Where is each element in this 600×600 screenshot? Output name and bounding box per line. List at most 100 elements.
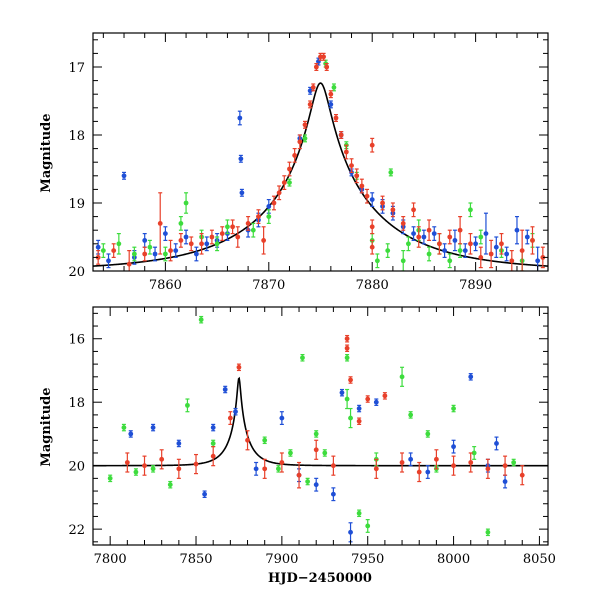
bottom-blue-point: [210, 423, 216, 432]
bottom-model-curve: [93, 376, 548, 467]
bottom-blue-point: [128, 430, 134, 438]
top-x-tick-label: 7870: [252, 278, 285, 293]
bottom-green-point: [150, 465, 156, 473]
bottom-red-point: [344, 344, 350, 353]
bottom-red-point: [159, 449, 165, 470]
top-red-point: [349, 158, 354, 173]
top-red-point: [416, 226, 422, 248]
bottom-x-axis-label: HJD−2450000: [268, 571, 372, 586]
bottom-blue-point: [279, 411, 285, 426]
top-frame: [92, 32, 549, 272]
bottom-red-point: [124, 452, 130, 473]
top-green-point: [183, 192, 189, 214]
top-green-point: [331, 83, 337, 92]
top-red-point: [142, 246, 148, 262]
bottom-green-point: [511, 458, 517, 467]
bottom-blue-point: [451, 439, 456, 454]
top-red-point: [519, 229, 525, 271]
bottom-y-tick-label: 20: [68, 460, 85, 475]
top-blue-point: [328, 100, 334, 109]
top-red-point: [307, 100, 313, 109]
bottom-frame: [92, 306, 549, 546]
bottom-blue-point: [313, 477, 319, 492]
bottom-blue-point: [408, 452, 414, 467]
bottom-blue-point: [330, 487, 336, 502]
top-green-point: [131, 246, 137, 262]
top-green-point: [302, 134, 308, 143]
top-blue-point: [431, 226, 437, 241]
bottom-red-point: [245, 430, 250, 451]
bottom-red-point: [373, 458, 379, 479]
bottom-blue-point: [494, 436, 499, 451]
top-red-point: [411, 202, 416, 218]
top-red-point: [400, 216, 406, 231]
bottom-blue-point: [339, 388, 345, 397]
bottom-blue-point: [253, 461, 259, 476]
bottom-red-point: [227, 411, 233, 426]
top-red-point: [302, 120, 308, 129]
top-blue-point: [493, 236, 499, 258]
top-red-point: [321, 52, 327, 61]
bottom-red-point: [279, 452, 285, 473]
top-red-point: [499, 233, 504, 255]
bottom-green-point: [356, 509, 362, 518]
bottom-panel: Magnitude HJD−2450000 7800 7850 7900 7950 80…: [39, 306, 556, 586]
top-x-tick-label: 7860: [149, 278, 182, 293]
top-red-point: [390, 202, 396, 218]
top-green-point: [178, 216, 184, 231]
bottom-x-tick-label: 7900: [265, 552, 298, 567]
top-x-tick-label: 7880: [356, 278, 389, 293]
top-blue-point: [173, 243, 179, 258]
top-green-point: [478, 229, 484, 245]
top-red-point: [359, 178, 365, 194]
top-blue-point: [411, 226, 416, 241]
bottom-blue-point: [468, 373, 474, 381]
bottom-plot-area: [93, 315, 548, 543]
top-green-point: [374, 253, 380, 269]
bottom-green-point: [133, 468, 139, 476]
bottom-x-tick-label: 8000: [437, 552, 470, 567]
top-red-point: [95, 250, 101, 265]
bottom-green-point: [344, 388, 350, 410]
top-blue-point: [452, 229, 458, 252]
top-red-point: [426, 219, 432, 241]
top-red-point: [488, 239, 494, 269]
bottom-green-point: [198, 315, 204, 324]
top-red-point: [256, 209, 261, 224]
top-blue-point: [462, 243, 468, 258]
bottom-green-point: [313, 430, 319, 438]
top-red-point: [310, 83, 316, 92]
bottom-red-point: [382, 392, 388, 400]
top-red-point: [271, 195, 277, 211]
bottom-red-point: [433, 449, 439, 470]
bottom-red-point: [365, 395, 371, 403]
top-green-point: [147, 239, 153, 255]
bottom-red-point: [176, 458, 182, 479]
bottom-red-point: [399, 452, 405, 473]
bottom-blue-point: [502, 474, 508, 489]
top-green-point: [468, 202, 473, 218]
top-red-point: [313, 62, 319, 72]
top-blue-point: [121, 171, 127, 180]
bottom-red-point: [313, 439, 319, 460]
top-red-point: [369, 239, 375, 255]
bottom-red-point: [468, 452, 474, 473]
bottom-blue-point: [150, 423, 156, 432]
top-blue-point: [142, 233, 148, 248]
top-green-point: [225, 219, 230, 235]
top-red-point: [188, 236, 194, 252]
bottom-x-tick-label: 7850: [179, 552, 212, 567]
top-y-axis-label: Magnitude: [39, 113, 54, 192]
bottom-green-point: [107, 474, 113, 483]
bottom-blue-point: [348, 522, 353, 543]
top-red-point: [447, 229, 453, 245]
top-model-curve: [93, 82, 548, 267]
bottom-green-point: [262, 436, 268, 445]
bottom-green-point: [322, 449, 328, 457]
bottom-green-point: [288, 449, 293, 457]
top-green-point: [100, 243, 106, 258]
top-blue-point: [162, 226, 168, 241]
top-red-point: [230, 219, 236, 235]
bottom-red-point: [519, 465, 525, 486]
